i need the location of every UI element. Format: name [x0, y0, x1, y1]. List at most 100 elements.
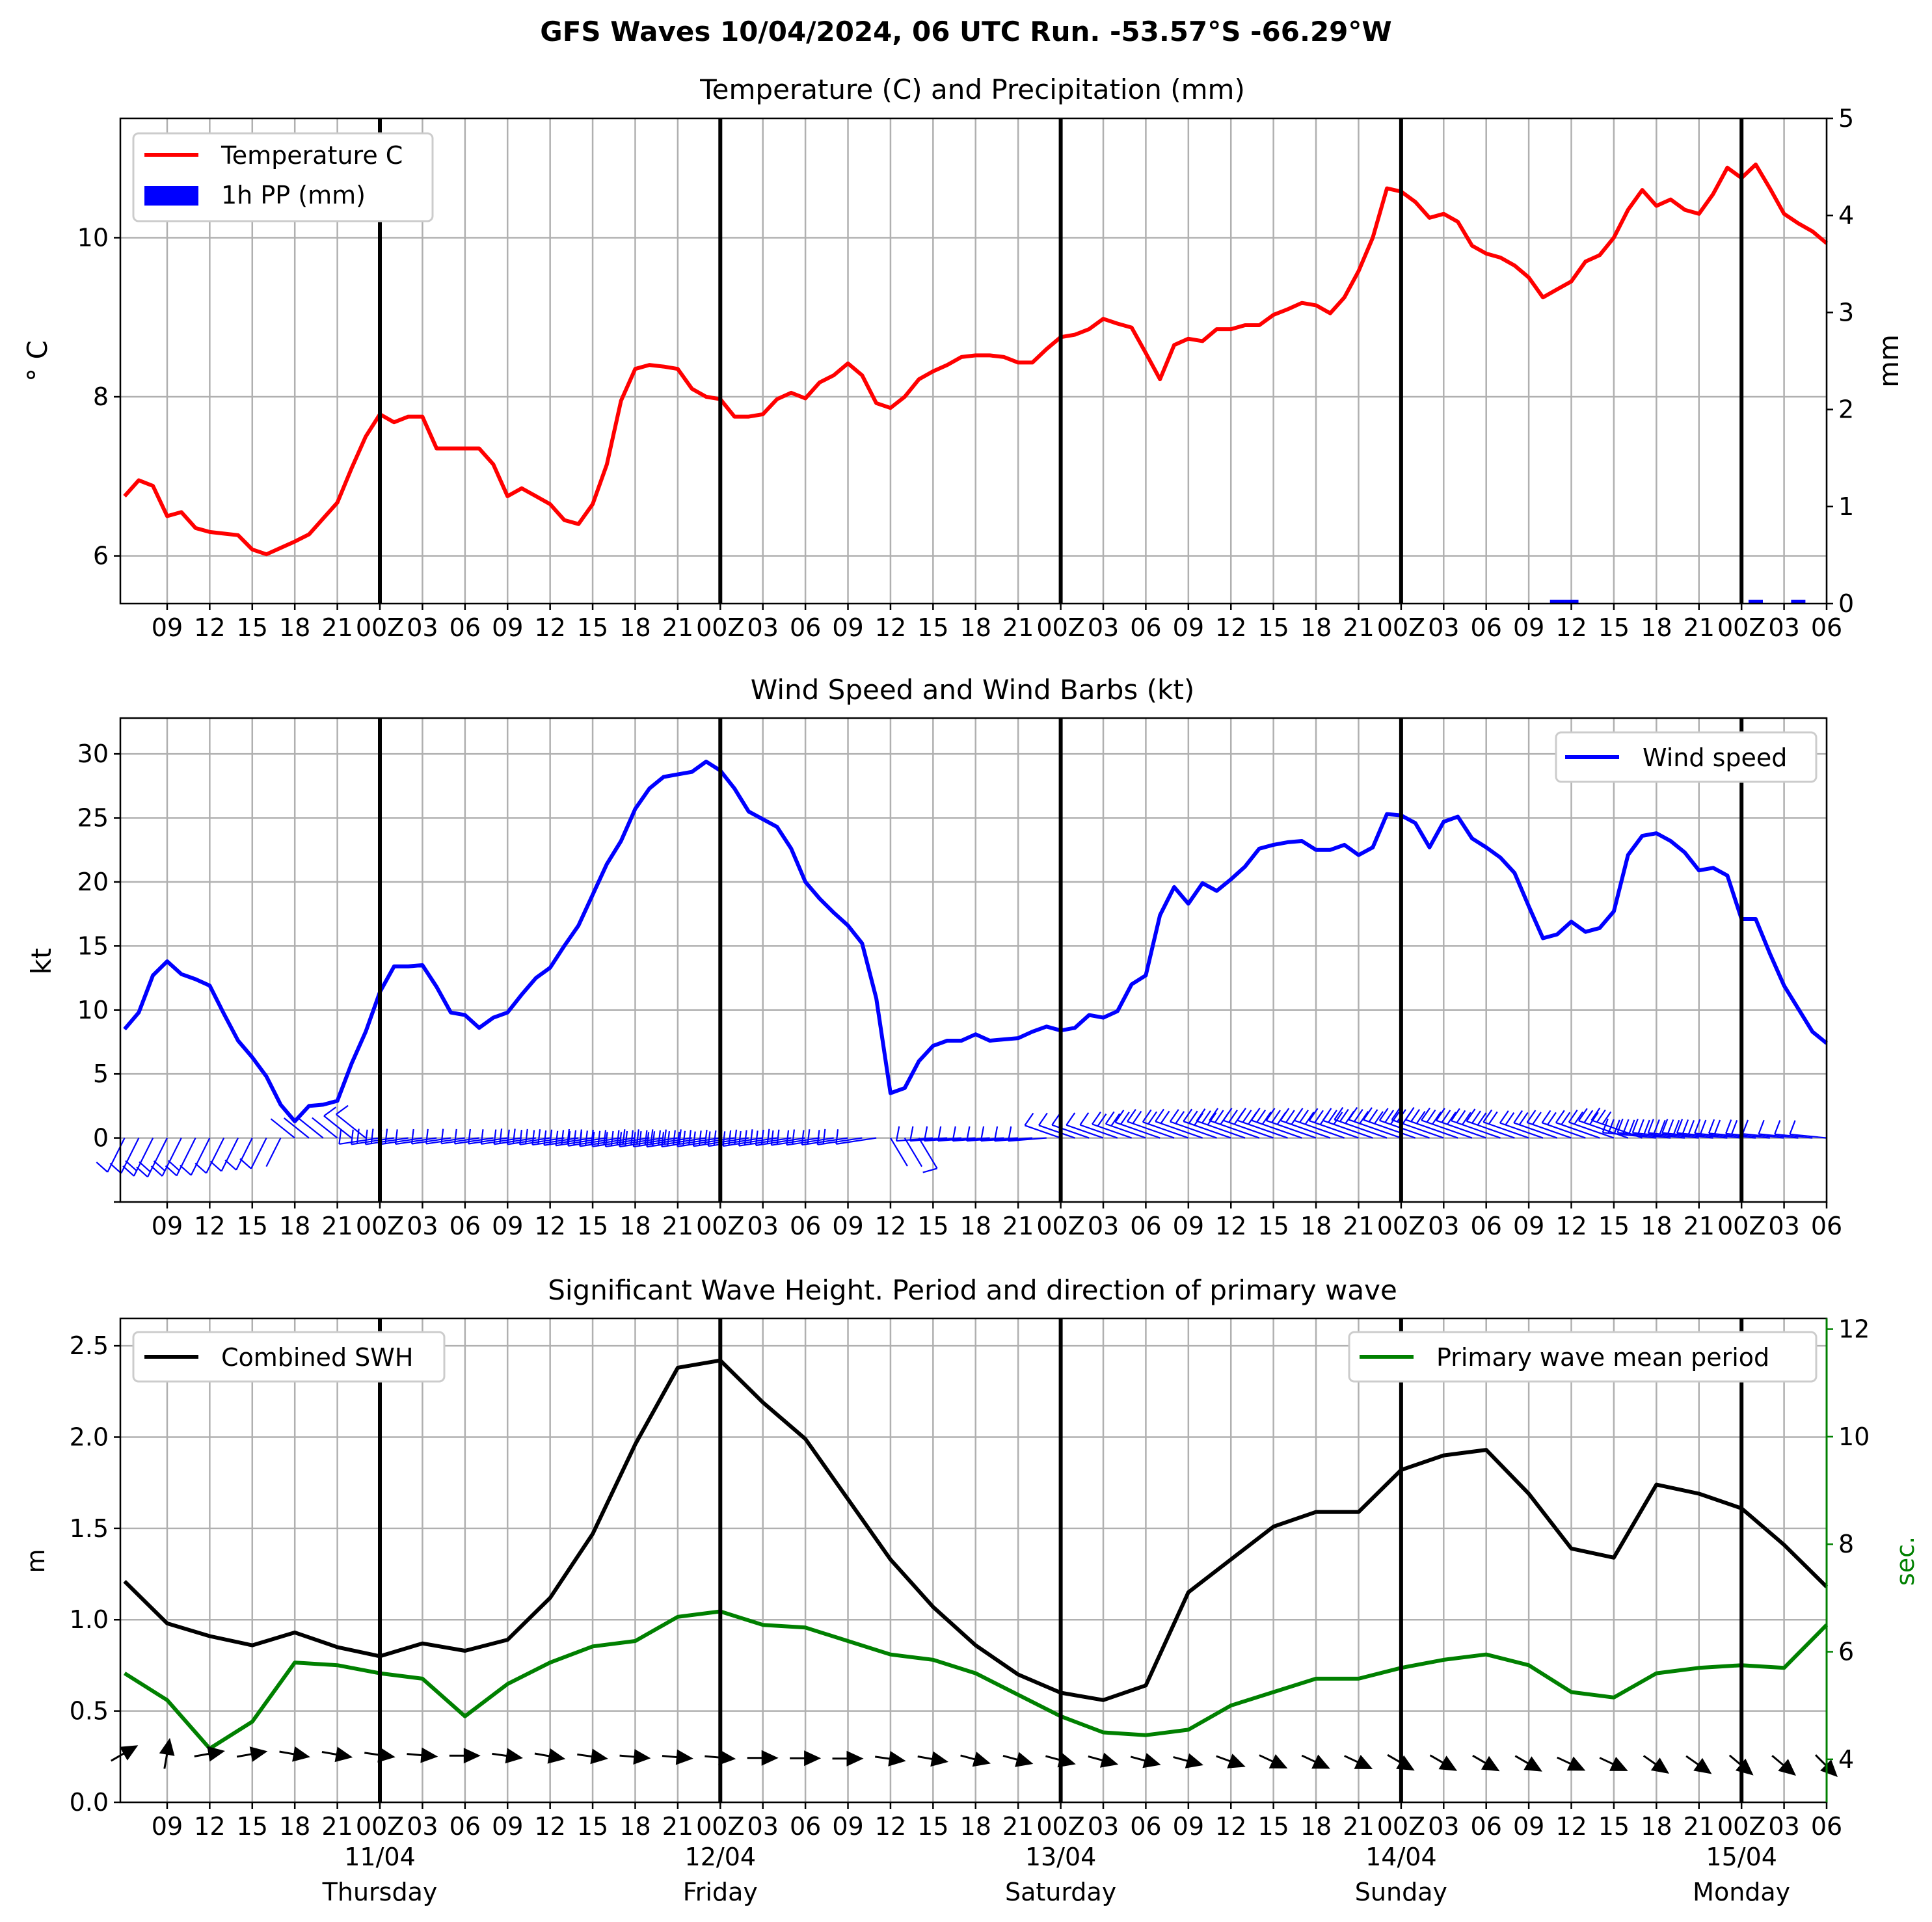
wave-direction-head [1142, 1753, 1161, 1769]
wind-barb-feather [1741, 1119, 1749, 1134]
wind-barb-staff [1405, 1119, 1458, 1139]
wind-barb-staff [1513, 1122, 1558, 1139]
x-tick-label: 12 [1555, 1812, 1587, 1841]
wind-barb-staff [1602, 1132, 1657, 1139]
wind-barb-feather [1555, 1110, 1565, 1123]
wind-barb-staff [1790, 1133, 1827, 1139]
wave-direction-head [804, 1750, 822, 1767]
wind-barb-feather [646, 1132, 650, 1147]
wind-barb-feather [895, 1126, 900, 1141]
wind-barb-feather [1643, 1119, 1650, 1134]
x-tick-label: 09 [832, 1812, 863, 1841]
wave-direction-head [1185, 1753, 1204, 1769]
wind-barb-feather [638, 1130, 642, 1146]
x-tick-label: 03 [747, 1212, 779, 1240]
x-tick-label: 18 [619, 1812, 651, 1841]
x-tick-label: 06 [1471, 1212, 1502, 1240]
x-tick-label: 06 [1130, 613, 1161, 642]
wind-barb-feather [1637, 1119, 1644, 1134]
x-tick-label: 21 [662, 1212, 693, 1240]
y-tick-label: 10 [77, 996, 109, 1024]
wind-barb-staff [1695, 1132, 1742, 1139]
wind-barb-feather [1285, 1110, 1295, 1123]
wind-barb-feather [1142, 1109, 1152, 1123]
wind-barb-feather [1256, 1110, 1267, 1123]
wind-y-label: kt [25, 948, 57, 975]
wind-barb-feather [1426, 1109, 1436, 1123]
y-right-tick-label: 1 [1838, 492, 1854, 521]
x-tick-label: 03 [1428, 613, 1459, 642]
wind-barb-feather [1421, 1107, 1430, 1121]
wind-barb-feather [1541, 1110, 1551, 1123]
x-tick-label: 21 [1684, 1812, 1715, 1841]
wind-barb-feather [591, 1131, 595, 1147]
x-tick-label: 15 [1598, 1212, 1630, 1240]
wind-barb-feather [1299, 1110, 1309, 1123]
wave-direction-head [249, 1746, 268, 1762]
wind-barb-feather [493, 1129, 497, 1145]
wind-barb-staff [265, 1138, 282, 1168]
wind-barb-staff [494, 1137, 537, 1145]
wind-barb-staff [339, 1137, 381, 1145]
y-right-tick-label: 2 [1838, 395, 1854, 424]
wind-barb-feather [1676, 1119, 1684, 1134]
wave-direction-head [718, 1750, 736, 1765]
wind-barb-staff [836, 1137, 877, 1145]
wind-barb-feather [1462, 1112, 1471, 1125]
wind-barb-feather [1682, 1119, 1689, 1134]
wind-barb-feather [678, 1129, 682, 1145]
wind-barb-feather [512, 1128, 516, 1144]
wind-grid [120, 718, 1828, 1202]
wind-barb-feather [1209, 1108, 1219, 1121]
wave-direction-head [590, 1748, 608, 1765]
day-date-label: 13/04 [1025, 1843, 1097, 1871]
wind-barb-feather [682, 1130, 686, 1146]
x-tick-label: 21 [1343, 1812, 1374, 1841]
wind-barb-feather [1667, 1119, 1674, 1134]
x-tick-label: 18 [619, 1212, 651, 1240]
wind-barb-feather [150, 1166, 163, 1177]
wind-barb-staff [190, 1138, 211, 1176]
precipitation-bar [1564, 600, 1579, 604]
y-tick-label: 1.5 [70, 1514, 109, 1543]
wave-direction-arrows [111, 1738, 1838, 1778]
x-tick-label: 21 [1002, 613, 1034, 642]
wind-barb-staff [1555, 1122, 1600, 1139]
wind-barb-feather [531, 1130, 535, 1145]
x-tick-label: 18 [279, 1212, 310, 1240]
x-tick-label: 09 [1173, 1812, 1204, 1841]
wave-direction-head [846, 1750, 864, 1767]
wind-barb-feather [122, 1165, 135, 1177]
wind-barb-feather [96, 1161, 109, 1173]
x-tick-label: 03 [407, 1212, 438, 1240]
wave-direction-head [1650, 1757, 1670, 1774]
wind-barb-staff [786, 1137, 834, 1146]
x-tick-label: 09 [1173, 613, 1204, 642]
wind-barb-feather [1415, 1110, 1426, 1125]
y-tick-label: 1.0 [70, 1605, 109, 1634]
wind-barb-feather [1228, 1110, 1238, 1123]
wind-barb-feather [1568, 1109, 1578, 1123]
wind-barb-staff [206, 1138, 225, 1174]
wind-barb-staff [1155, 1121, 1203, 1139]
wind-barb-feather [597, 1130, 601, 1146]
wind-barb-staff [1662, 1132, 1713, 1139]
wind-barb-staff [918, 1138, 938, 1169]
wave-direction-head [505, 1748, 524, 1764]
y-right-tick-label: 0 [1838, 589, 1854, 618]
x-tick-label: 12 [875, 613, 906, 642]
wind-barb-staff [1183, 1121, 1231, 1139]
wind-barb-staff [1725, 1132, 1770, 1139]
wind-barb-staff [1127, 1121, 1175, 1139]
x-tick-label: 15 [577, 1212, 608, 1240]
x-tick-label: 15 [237, 613, 268, 642]
wind-barb-feather [738, 1130, 742, 1146]
wind-barb-feather [537, 1129, 541, 1144]
wind-barb-staff [647, 1137, 706, 1148]
wind-barbs [96, 1104, 1827, 1178]
wave-direction-head [1693, 1757, 1712, 1774]
y-tick-label: 2.0 [70, 1422, 109, 1451]
wind-barb-feather [1110, 1113, 1121, 1127]
x-tick-label: 12 [875, 1812, 906, 1841]
wind-barb-staff [801, 1137, 848, 1146]
